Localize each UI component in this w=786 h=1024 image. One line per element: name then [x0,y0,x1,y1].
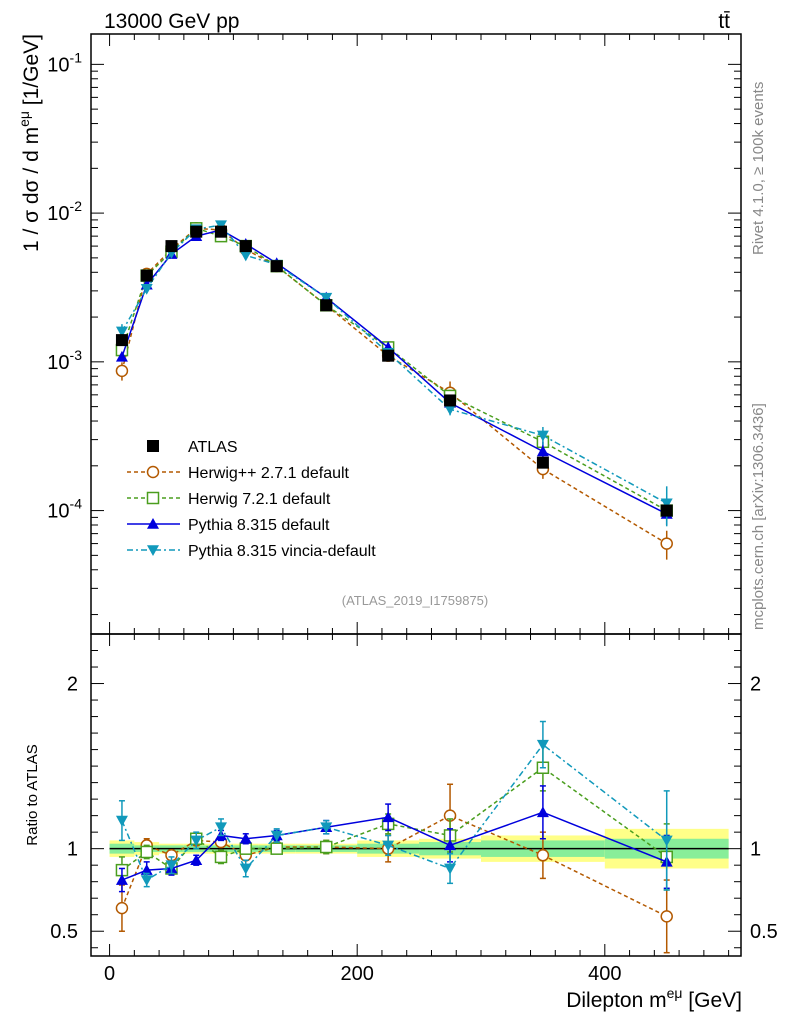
data-point [382,349,395,362]
main-point [660,498,673,510]
legend-label: Pythia 8.315 default [188,517,330,534]
legend-marker [146,465,160,479]
main-point [115,364,129,378]
main-point [536,445,549,457]
ratio-y-tick-label: 0.5 [50,921,78,943]
legend-label: Herwig++ 2.7.1 default [188,465,350,482]
legend: ATLAS Herwig++ 2.7.1 default Herwig 7.2.1 … [127,439,376,560]
ratio-point [319,840,333,854]
ratio-point [115,815,128,827]
x-axis-label: Dilepton meμ [GeV] [566,985,742,1012]
main-point [660,537,673,550]
legend-marker [147,518,159,529]
ratio-point [270,842,283,855]
side-rivet-label: Rivet 4.1.0, ≥ 100k events [750,82,767,255]
main-point [320,292,333,304]
legend-label: Pythia 8.315 vincia-default [188,543,376,560]
data-point [444,394,457,407]
ratio-y-tick-label-right: 0.5 [750,921,778,943]
main-y-tick-label: 10-2 [47,198,82,225]
ratio-point [444,863,457,875]
ratio-y-tick-label-right: 1 [750,839,761,861]
ratio-point [239,842,253,855]
main-point [536,430,549,442]
ratio-point [320,822,333,834]
x-tick-label: 400 [588,963,621,985]
ratio-point [239,832,252,844]
ratio-point [140,875,153,887]
main-y-axis-label: 1 / σ dσ / d meμ [1/GeV] [16,34,43,252]
data-point [239,240,252,253]
ratio-y-tick-label: 2 [67,674,78,696]
ratio-y-tick-label-right: 2 [750,674,761,696]
ratio-point [536,849,550,862]
axis-ticks: 0 200 400 10-1 10-2 10-3 10-4 0.5 0.5 1 1 2 2 [47,34,778,985]
ratio-line-series-3 [121,743,668,882]
data-point [270,260,283,273]
main-point [115,350,128,362]
main-y-tick-label: 10-1 [47,49,82,76]
ratio-point [214,850,228,864]
ratio-line-series-2 [121,811,667,881]
main-point [115,326,128,338]
analysis-label: (ATLAS_2019_I1759875) [342,593,488,608]
ratio-point [536,806,549,818]
main-y-tick-label: 10-4 [47,496,82,523]
ratio-point [215,822,227,834]
main-y-tick-label: 10-3 [47,347,82,374]
data-point [190,225,203,238]
data-point [115,334,128,347]
ratio-line-series-0 [121,814,668,918]
ratio-point [270,830,283,842]
data-point [660,504,673,517]
ratio-point [190,835,203,847]
legend-label: ATLAS [188,439,238,456]
header-process-label: tt̄ [718,10,730,33]
ratio-point [190,854,203,866]
x-tick-label: 0 [104,963,115,985]
ratio-y-tick-label: 1 [67,839,78,861]
legend-label: Herwig 7.2.1 default [188,491,331,508]
ratio-point [239,863,252,875]
main-point [239,250,252,262]
main-line-series-3 [121,224,668,504]
ratio-point [115,874,128,885]
ratio-line-series-1 [121,766,668,871]
header-energy-label: 13000 GeV pp [104,10,239,33]
ratio-point [660,910,673,923]
main-point [444,404,457,416]
side-mcplots-label: mcplots.cern.ch [arXiv:1306.3436] [750,403,767,630]
data-point [140,269,153,282]
ratio-y-axis-label: Ratio to ATLAS [24,744,41,845]
legend-marker [146,491,160,505]
ratio-point [660,835,673,847]
legend-marker [147,545,159,556]
ratio-series-group [115,720,673,954]
ratio-point [140,845,153,859]
data-point [165,240,178,253]
ratio-point [382,840,395,852]
ratio-point [382,811,395,823]
main-series-group [115,220,673,560]
ratio-point [165,860,178,872]
ratio-plot-frame [90,633,742,957]
x-tick-label: 200 [341,963,374,985]
main-point [140,283,153,295]
ratio-point [444,839,457,851]
ratio-point [536,739,549,751]
data-point [536,456,549,469]
data-point [215,225,227,238]
ratio-point [115,901,129,915]
data-point [320,299,333,312]
legend-marker [147,440,159,452]
